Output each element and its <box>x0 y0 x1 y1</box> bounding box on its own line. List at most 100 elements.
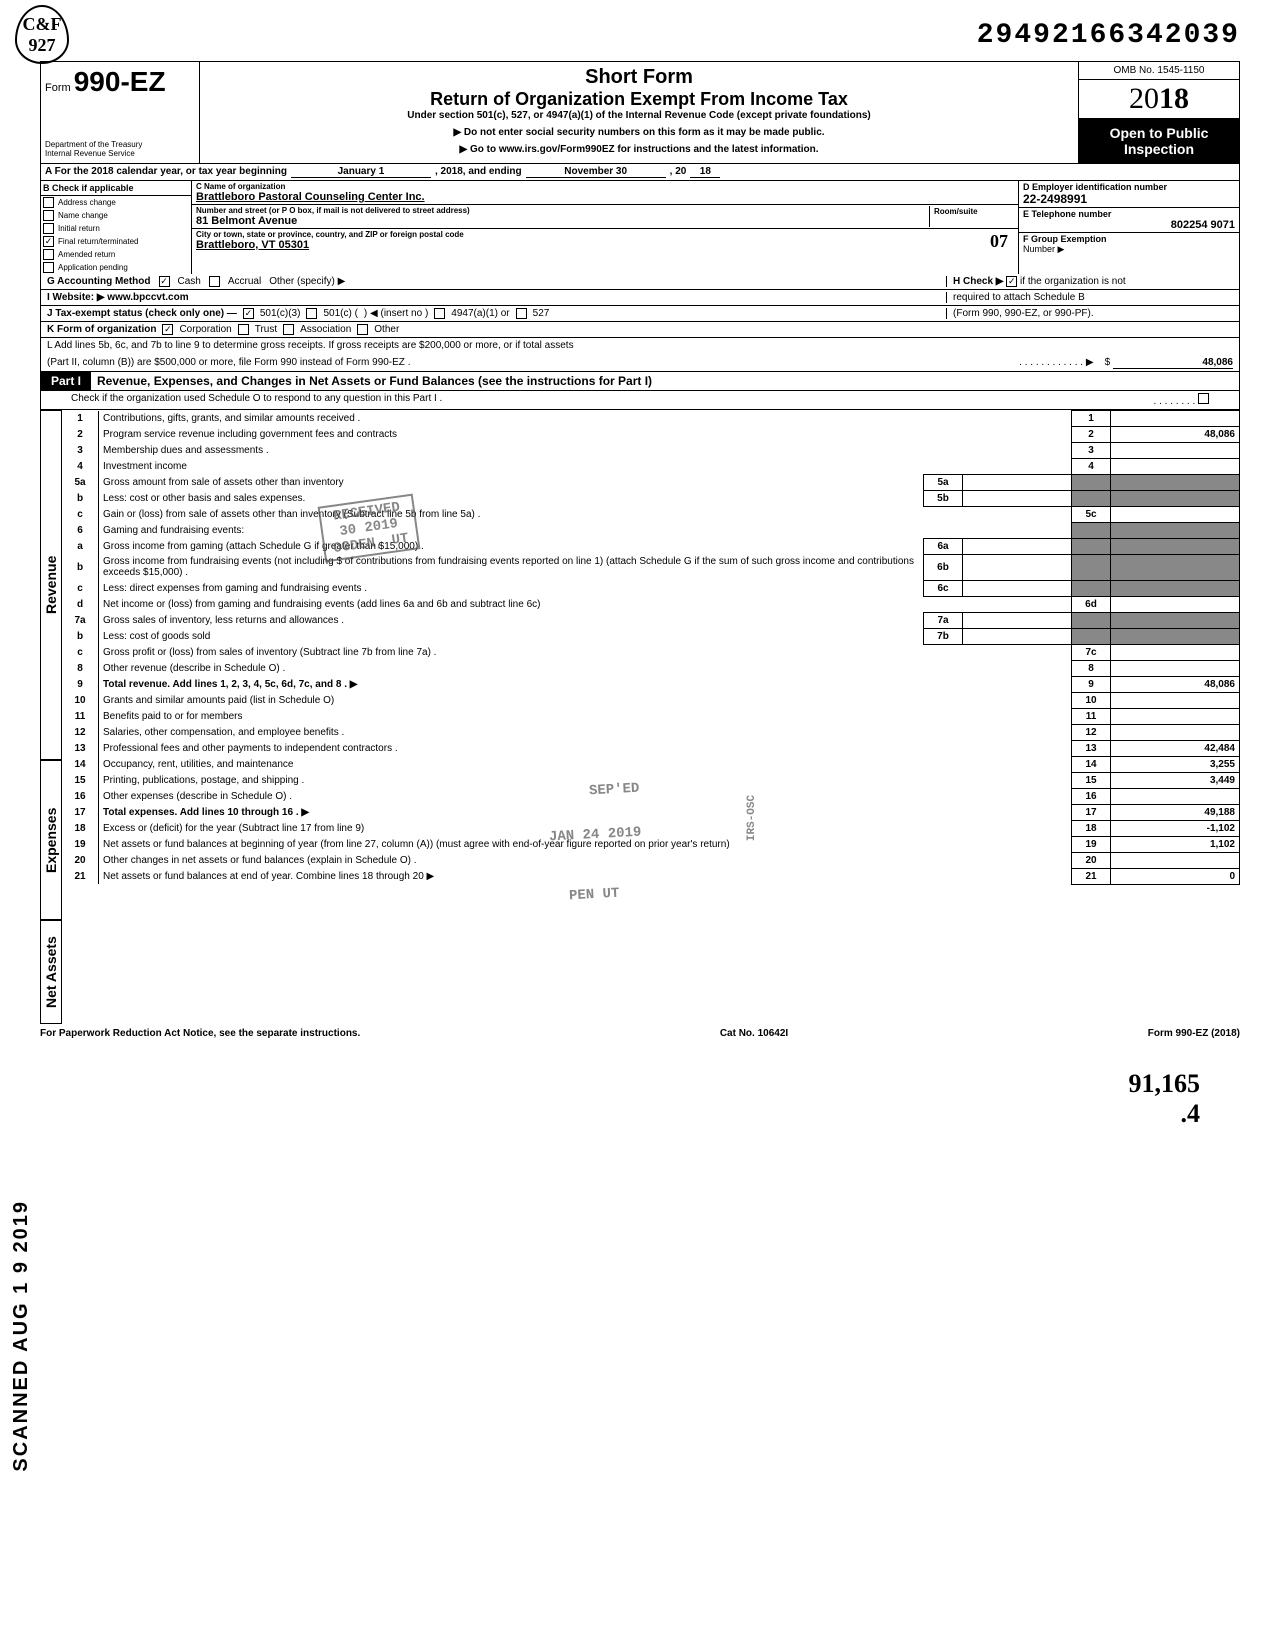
line-h-checkbox[interactable]: ✓ <box>1006 276 1017 287</box>
part-1-header: Part I Revenue, Expenses, and Changes in… <box>40 372 1240 391</box>
netassets-label: Net Assets <box>41 920 62 1024</box>
line-l-text1: L Add lines 5b, 6c, and 7b to line 9 to … <box>47 340 1233 351</box>
line-description: Gross amount from sale of assets other t… <box>99 475 924 491</box>
mini-line-id: 5b <box>924 491 963 507</box>
cash-checkbox[interactable]: ✓ <box>159 276 170 287</box>
table-row: aGross income from gaming (attach Schedu… <box>62 538 1240 554</box>
schedule-o-checkbox[interactable] <box>1198 393 1209 404</box>
mini-line-value <box>963 475 1072 491</box>
handwritten-bottom: 91,165 .4 <box>40 1069 1240 1129</box>
check-row: Initial return <box>41 222 191 235</box>
501c-checkbox[interactable] <box>306 308 317 319</box>
line-description: Other changes in net assets or fund bala… <box>99 852 1072 868</box>
page-footer: For Paperwork Reduction Act Notice, see … <box>40 1024 1240 1039</box>
part-1-title: Revenue, Expenses, and Changes in Net As… <box>91 374 652 388</box>
mini-line-id: 5a <box>924 475 963 491</box>
assoc-label: Association <box>300 324 351 335</box>
checkbox-label: Name change <box>58 211 108 220</box>
line-description: Contributions, gifts, grants, and simila… <box>99 411 1072 427</box>
line-number: 7a <box>62 612 99 628</box>
line-id: 2 <box>1072 427 1111 443</box>
line-l-text2: (Part II, column (B)) are $500,000 or mo… <box>47 357 410 368</box>
line-h-text3: (Form 990, 990-EZ, or 990-PF). <box>946 308 1233 319</box>
line-id: 5c <box>1072 507 1111 523</box>
line-description: Gain or (loss) from sale of assets other… <box>99 507 1072 523</box>
line-id: 1 <box>1072 411 1111 427</box>
check-row: Name change <box>41 209 191 222</box>
form-number: 990-EZ <box>74 66 166 97</box>
corp-checkbox[interactable]: ✓ <box>162 324 173 335</box>
other-org-checkbox[interactable] <box>357 324 368 335</box>
tax-year: 2018 <box>1079 80 1239 119</box>
hand-bottom-1: 91,165 <box>40 1069 1200 1099</box>
checkbox[interactable] <box>43 262 54 273</box>
checkbox[interactable] <box>43 223 54 234</box>
table-row: 4Investment income4 <box>62 459 1240 475</box>
line-id: 11 <box>1072 708 1111 724</box>
line-id: 14 <box>1072 756 1111 772</box>
501c3-checkbox[interactable]: ✓ <box>243 308 254 319</box>
line-number: b <box>62 628 99 644</box>
group-label: F Group Exemption <box>1023 234 1107 244</box>
header-middle: Short Form Return of Organization Exempt… <box>200 62 1079 163</box>
trust-checkbox[interactable] <box>238 324 249 335</box>
table-row: 7aGross sales of inventory, less returns… <box>62 612 1240 628</box>
line-id: 13 <box>1072 740 1111 756</box>
line-description: Membership dues and assessments . <box>99 443 1072 459</box>
line-amount <box>1111 708 1240 724</box>
corner-annotation: C&F 927 <box>15 5 69 64</box>
header-left: Form 990-EZ Department of the Treasury I… <box>41 62 200 163</box>
line-id-shaded <box>1072 612 1111 628</box>
line-number: 17 <box>62 804 99 820</box>
irs-osc-stamp: IRS-OSC <box>744 787 760 849</box>
part-1-table: RECEIVED 30 2019 OGDEN, UT SEP'ED JAN 24… <box>40 410 1240 1024</box>
line-description: Salaries, other compensation, and employ… <box>99 724 1072 740</box>
527-label: 527 <box>533 308 550 319</box>
line-amount <box>1111 459 1240 475</box>
line-h-text1: if the organization is not <box>1020 276 1126 287</box>
line-description: Less: direct expenses from gaming and fu… <box>99 580 924 596</box>
line-description: Other revenue (describe in Schedule O) . <box>99 660 1072 676</box>
line-h-text2: required to attach Schedule B <box>946 292 1233 303</box>
line-amount-shaded <box>1111 491 1240 507</box>
assoc-checkbox[interactable] <box>283 324 294 335</box>
accrual-checkbox[interactable] <box>209 276 220 287</box>
line-number: d <box>62 596 99 612</box>
table-row: 5aGross amount from sale of assets other… <box>62 475 1240 491</box>
line-description: Occupancy, rent, utilities, and maintena… <box>99 756 1072 772</box>
ein-label: D Employer identification number <box>1023 182 1167 192</box>
4947-checkbox[interactable] <box>434 308 445 319</box>
line-number: 15 <box>62 772 99 788</box>
org-name: Brattleboro Pastoral Counseling Center I… <box>196 191 1014 203</box>
501c3-label: 501(c)(3) <box>260 308 301 319</box>
checkbox[interactable]: ✓ <box>43 236 54 247</box>
table-row: 19Net assets or fund balances at beginni… <box>62 836 1240 852</box>
line-id: 8 <box>1072 660 1111 676</box>
form-subtitle: Under section 501(c), 527, or 4947(a)(1)… <box>208 110 1070 121</box>
line-g-label: G Accounting Method <box>47 276 151 287</box>
line-description: Professional fees and other payments to … <box>99 740 1072 756</box>
room-label: Room/suite <box>934 207 978 216</box>
line-l-dollar: $ <box>1105 357 1111 368</box>
line-description: Benefits paid to or for members <box>99 708 1072 724</box>
checkbox[interactable] <box>43 249 54 260</box>
line-number: 2 <box>62 427 99 443</box>
checkbox[interactable] <box>43 210 54 221</box>
527-checkbox[interactable] <box>516 308 527 319</box>
group-label2: Number ▶ <box>1023 244 1064 254</box>
section-b-header: B Check if applicable <box>41 181 191 196</box>
line-number: 8 <box>62 660 99 676</box>
line-amount-shaded <box>1111 612 1240 628</box>
line-amount-shaded <box>1111 475 1240 491</box>
line-amount <box>1111 724 1240 740</box>
line-id: 7c <box>1072 644 1111 660</box>
hand-bottom-2: .4 <box>40 1099 1200 1129</box>
table-row: 14Occupancy, rent, utilities, and mainte… <box>62 756 1240 772</box>
checkbox-label: Initial return <box>58 224 100 233</box>
checkbox[interactable] <box>43 197 54 208</box>
line-id: 9 <box>1072 676 1111 692</box>
section-c-org: C Name of organization Brattleboro Pasto… <box>192 181 1019 274</box>
table-row: cGain or (loss) from sale of assets othe… <box>62 507 1240 523</box>
line-number: 3 <box>62 443 99 459</box>
line-number: 11 <box>62 708 99 724</box>
